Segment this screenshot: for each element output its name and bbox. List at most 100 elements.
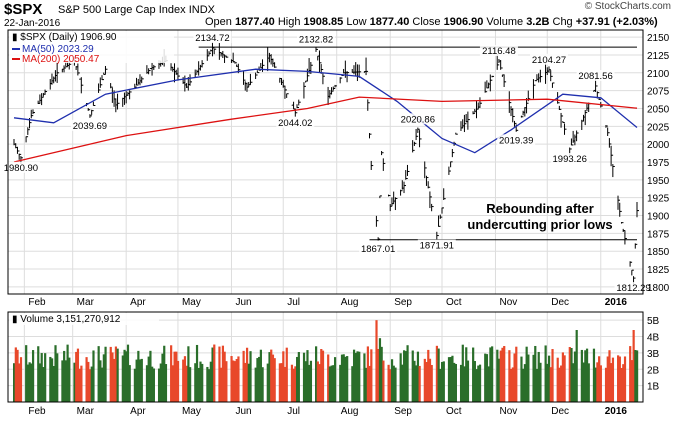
volume-bar: [606, 356, 609, 402]
annotation-box: [497, 134, 536, 146]
x-tick-label: Dec: [551, 297, 569, 308]
volume-bar: [617, 355, 620, 402]
volume-bar: [382, 360, 385, 402]
volume-bar: [149, 350, 152, 402]
volume-bar: [463, 366, 466, 402]
annotation-label: 1867.01: [361, 244, 395, 255]
volume-bar: [271, 354, 275, 402]
volume-bar: [285, 347, 288, 402]
annotation-box: [70, 119, 109, 131]
volume-bar: [199, 361, 202, 402]
volume-bar: [61, 360, 64, 402]
volume-bar: [176, 360, 180, 402]
volume-bar: [19, 357, 23, 402]
volume-bar: [145, 365, 149, 402]
volume-bar: [56, 353, 59, 402]
volume-bar: [195, 344, 199, 402]
annotation-box: [297, 33, 336, 45]
volume-tick-label: 4B: [647, 333, 660, 344]
volume-bar: [49, 356, 52, 402]
volume-bar: [109, 346, 112, 402]
volume-bar: [411, 350, 414, 402]
volume-panel-frame: [7, 311, 644, 403]
volume-bar: [237, 356, 240, 402]
volume-bar: [568, 347, 571, 402]
volume-bar: [233, 361, 237, 402]
volume-bar: [68, 357, 71, 402]
annotation-box: [417, 239, 456, 251]
volume-bar: [547, 355, 551, 402]
change-value: +37.91 (+2.03%): [575, 16, 658, 28]
volume-bar: [484, 353, 487, 402]
volume-bar: [497, 358, 501, 402]
volume-bar: [370, 349, 373, 402]
volume-bar: [534, 345, 537, 402]
volume-bar: [327, 354, 330, 402]
volume-bar: [527, 354, 530, 402]
volume-x-tick-label: Feb: [28, 406, 46, 417]
volume-tick-label: 3B: [647, 349, 660, 360]
volume-legend-background: [9, 313, 159, 325]
annotation-label: 2019.39: [499, 135, 533, 146]
volume-bar: [163, 345, 166, 402]
volume-bar: [477, 365, 480, 402]
x-tick-label: Mar: [77, 297, 95, 308]
legend-price: ▮ $SPX (Daily) 1906.90: [12, 32, 117, 43]
annotation-box: [576, 69, 615, 81]
high-value: 1908.85: [303, 16, 344, 28]
volume-bar: [390, 359, 394, 402]
volume-bar: [365, 367, 368, 402]
volume-bar: [268, 352, 271, 402]
volume-bar: [256, 358, 259, 402]
volume-bar: [623, 356, 627, 402]
volume-bar: [54, 345, 57, 402]
volume-bar: [25, 345, 28, 402]
volume-bar: [592, 348, 596, 402]
volume-bar: [618, 356, 621, 402]
volume-bar: [332, 365, 335, 402]
volume-bar: [340, 354, 344, 402]
volume-bar: [296, 356, 299, 402]
volume-bar: [171, 365, 174, 402]
volume-bar: [297, 352, 300, 402]
volume-bar: [435, 345, 439, 402]
volume-bar: [522, 368, 525, 402]
volume-bar: [92, 350, 95, 402]
volume-bar: [636, 350, 639, 402]
annotation-box: [276, 116, 315, 128]
volume-bar: [466, 360, 470, 402]
volume-bar: [440, 362, 444, 402]
volume-x-tick-label: 2016: [605, 406, 628, 417]
volume-bar: [249, 351, 252, 402]
volume-bar: [128, 365, 131, 402]
volume-x-tick-label: Jun: [235, 406, 251, 417]
volume-bar: [80, 365, 83, 402]
volume-bar: [491, 346, 494, 402]
volume-bar: [499, 350, 502, 402]
axes: 1800 1825 1850 1875 1900 1925 1950 1975 2000 2025…: [7, 29, 670, 417]
volume-bar: [354, 352, 357, 402]
volume-bar: [170, 345, 173, 402]
volume-bar: [439, 368, 442, 402]
volume-bar: [31, 350, 35, 402]
volume-bar: [415, 365, 418, 402]
volume-bar: [220, 367, 223, 402]
volume-bar: [38, 363, 42, 402]
volume-bar: [375, 320, 378, 402]
volume-bar: [123, 349, 126, 402]
volume-bar: [232, 360, 235, 402]
open-value: 1877.40: [234, 16, 275, 28]
annotation-label: 2039.69: [73, 121, 107, 132]
x-tick-label: Apr: [130, 297, 146, 308]
volume-bar: [328, 366, 332, 402]
volume-bar: [428, 358, 432, 402]
volume-bar: [473, 361, 476, 402]
volume-bar: [378, 338, 382, 402]
volume-bar: [394, 367, 397, 402]
volume-bar: [427, 349, 430, 402]
low-value: 1877.40: [369, 16, 410, 28]
change-label: Chg: [552, 16, 573, 28]
volume-bar: [135, 359, 138, 402]
volume-bar: [461, 344, 464, 402]
